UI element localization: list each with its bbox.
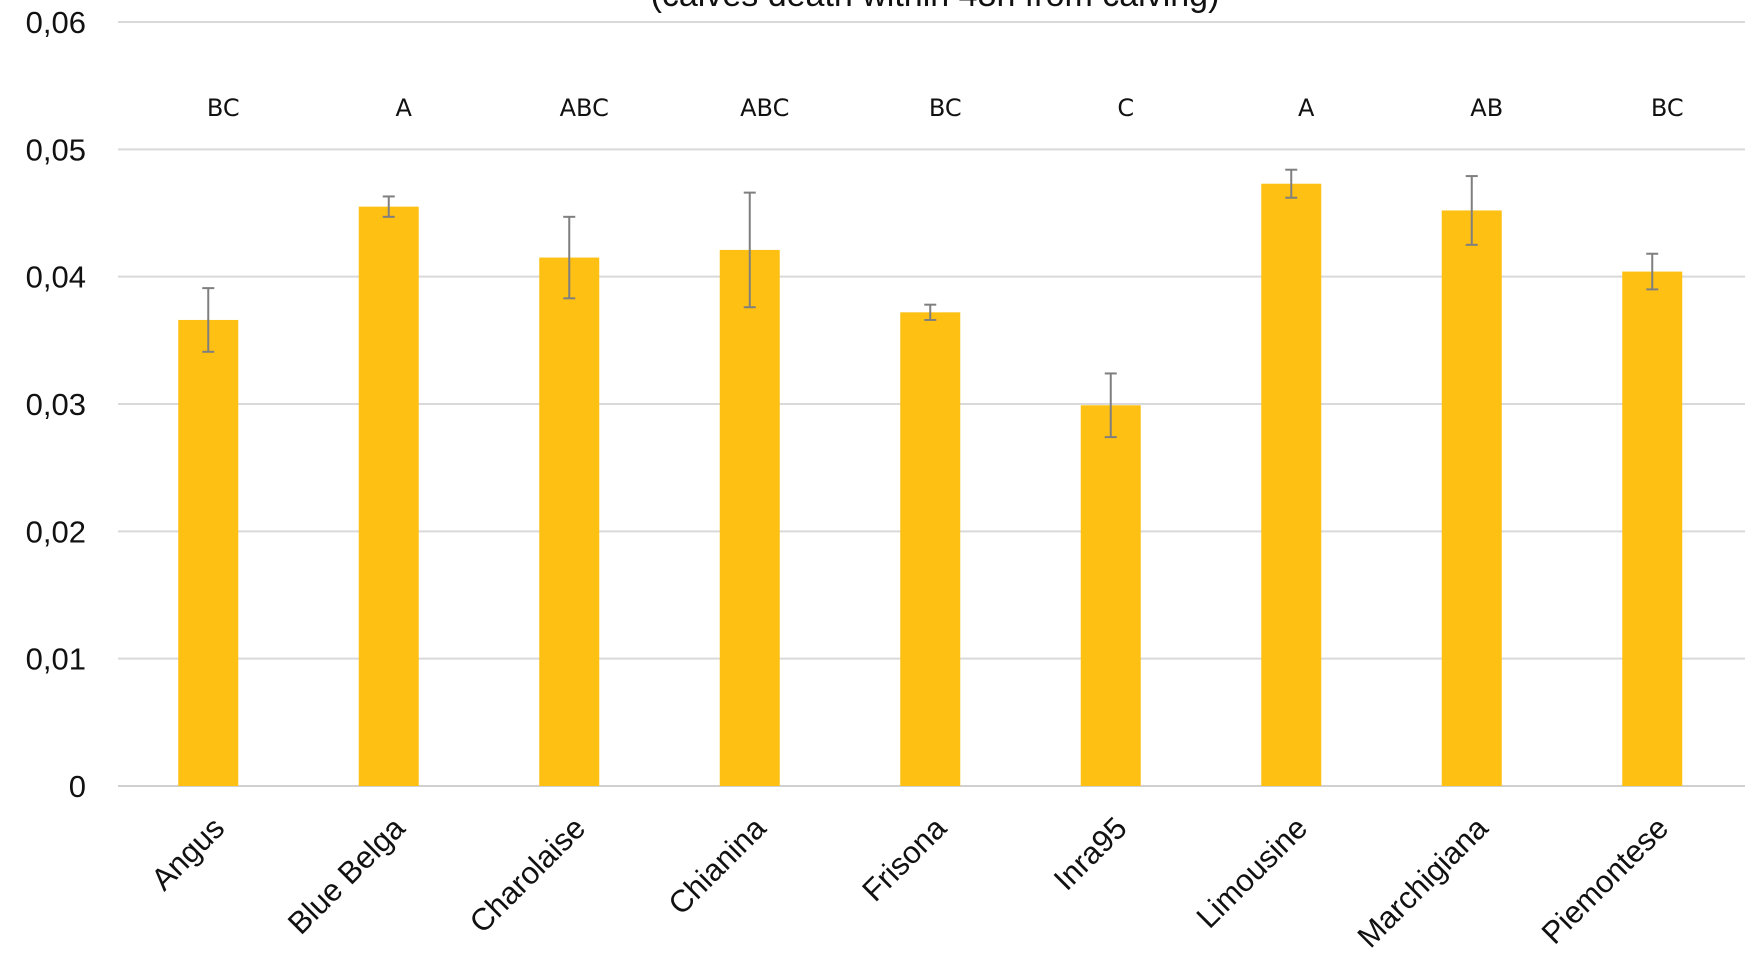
x-axis-labels: Angus Blue Belga Charolaise Chianina Frisona… bbox=[144, 810, 1675, 955]
significance-letter: A bbox=[1298, 94, 1315, 122]
chart-title: (calves death within 48h from calving) bbox=[651, 0, 1220, 14]
significance-letter: ABC bbox=[740, 94, 789, 122]
y-tick-label: 0,04 bbox=[26, 260, 86, 295]
x-category-label: Frisona bbox=[855, 810, 953, 908]
significance-letter: C bbox=[1117, 94, 1134, 122]
significance-letter: A bbox=[396, 94, 413, 122]
significance-letter: ABC bbox=[560, 94, 609, 122]
bar-inra95 bbox=[1080, 405, 1141, 786]
x-category-label: Piemontese bbox=[1535, 810, 1676, 951]
significance-letter: AB bbox=[1470, 94, 1503, 122]
bar-charolaise bbox=[539, 257, 600, 787]
y-tick-label: 0,01 bbox=[26, 642, 86, 677]
y-tick-label: 0,02 bbox=[26, 514, 86, 549]
error-bars bbox=[202, 168, 1659, 439]
bar-limousine bbox=[1261, 183, 1322, 787]
x-category-label: Angus bbox=[144, 810, 231, 897]
y-tick-label: 0,06 bbox=[26, 5, 86, 40]
x-category-label: Charolaise bbox=[463, 810, 593, 940]
bars bbox=[178, 183, 1683, 787]
x-category-label: Marchigiana bbox=[1351, 810, 1496, 955]
significance-letter: BC bbox=[207, 94, 240, 122]
x-category-label: Chianina bbox=[661, 810, 773, 922]
significance-letter: BC bbox=[1651, 94, 1684, 122]
x-category-label: Blue Belga bbox=[281, 810, 412, 941]
significance-letter: BC bbox=[929, 94, 962, 122]
significance-letters: BC A ABC ABC BC C A AB BC bbox=[207, 94, 1684, 122]
x-category-label: Limousine bbox=[1190, 810, 1315, 935]
y-axis-ticks: 0 0,01 0,02 0,03 0,04 0,05 0,06 bbox=[26, 5, 86, 804]
bar-frisona bbox=[900, 312, 961, 786]
bar-marchigiana bbox=[1441, 210, 1502, 786]
y-tick-label: 0 bbox=[69, 769, 86, 804]
y-tick-label: 0,05 bbox=[26, 132, 86, 167]
bar-piemontese bbox=[1622, 271, 1683, 786]
bar-chianina bbox=[719, 249, 780, 787]
bar-blue-belga bbox=[358, 206, 419, 787]
bar-angus bbox=[178, 319, 239, 786]
y-tick-label: 0,03 bbox=[26, 387, 86, 422]
x-category-label: Inra95 bbox=[1047, 810, 1134, 897]
